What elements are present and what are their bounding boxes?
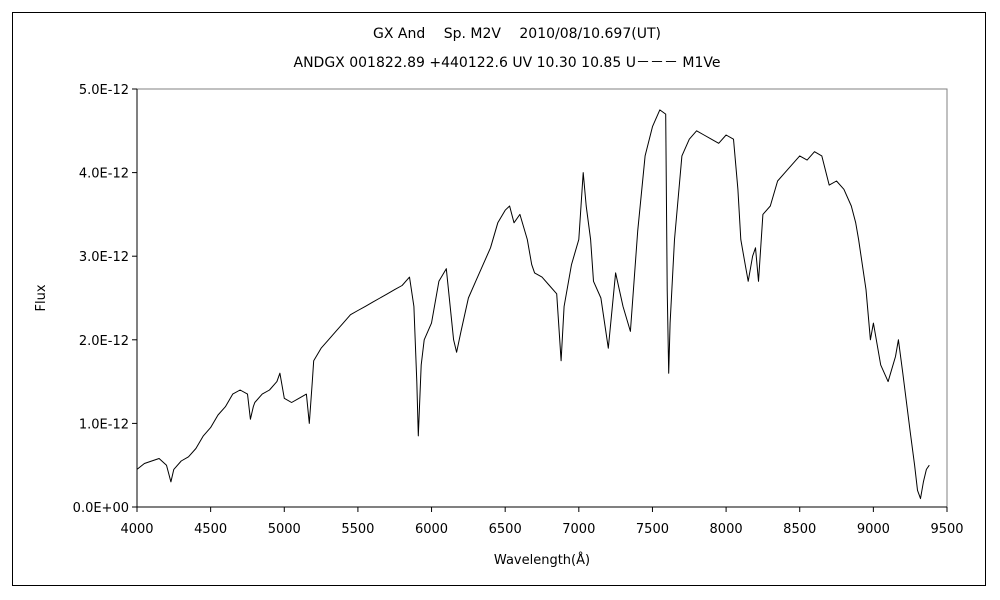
- x-tick-label: 7500: [636, 522, 669, 537]
- plot-area: [136, 88, 948, 508]
- x-tick-label: 4000: [120, 522, 153, 537]
- x-tick-label: 9500: [930, 522, 963, 537]
- y-tick-label: 1.0E-12: [79, 417, 129, 432]
- x-tick-label: 6000: [415, 522, 448, 537]
- x-tick-label: 5500: [341, 522, 374, 537]
- y-axis-label: Flux: [34, 284, 49, 311]
- x-tick-label: 9000: [857, 522, 890, 537]
- y-tick-label: 5.0E-12: [79, 83, 129, 98]
- series-group: [136, 109, 930, 500]
- chart-title: GX And Sp. M2V 2010/08/10.697(UT): [373, 26, 661, 42]
- x-ticks: 4000 4500 5000 5500 6000 6500 7000 7500 8000 8500…: [120, 507, 964, 537]
- chart-frame: [12, 12, 986, 586]
- x-tick-label: 4500: [194, 522, 227, 537]
- y-ticks: 0.0E+00 1.0E-12 2.0E-12 3.0E-12 4.0E-12 5.0E-…: [73, 83, 137, 516]
- x-tick-label: 8500: [783, 522, 816, 537]
- spectrum-line: [136, 109, 930, 500]
- y-tick-label: 4.0E-12: [79, 167, 129, 182]
- y-tick-label: 2.0E-12: [79, 334, 129, 349]
- chart-subtitle: ANDGX 001822.89 +440122.6 UV 10.30 10.85…: [294, 55, 721, 71]
- x-tick-label: 6500: [489, 522, 522, 537]
- x-tick-label: 8000: [710, 522, 743, 537]
- y-tick-label: 3.0E-12: [79, 250, 129, 265]
- y-tick-label: 0.0E+00: [73, 501, 129, 516]
- x-tick-label: 5000: [268, 522, 301, 537]
- x-tick-label: 7000: [562, 522, 595, 537]
- x-axis-label: Wavelength(Å): [494, 552, 590, 568]
